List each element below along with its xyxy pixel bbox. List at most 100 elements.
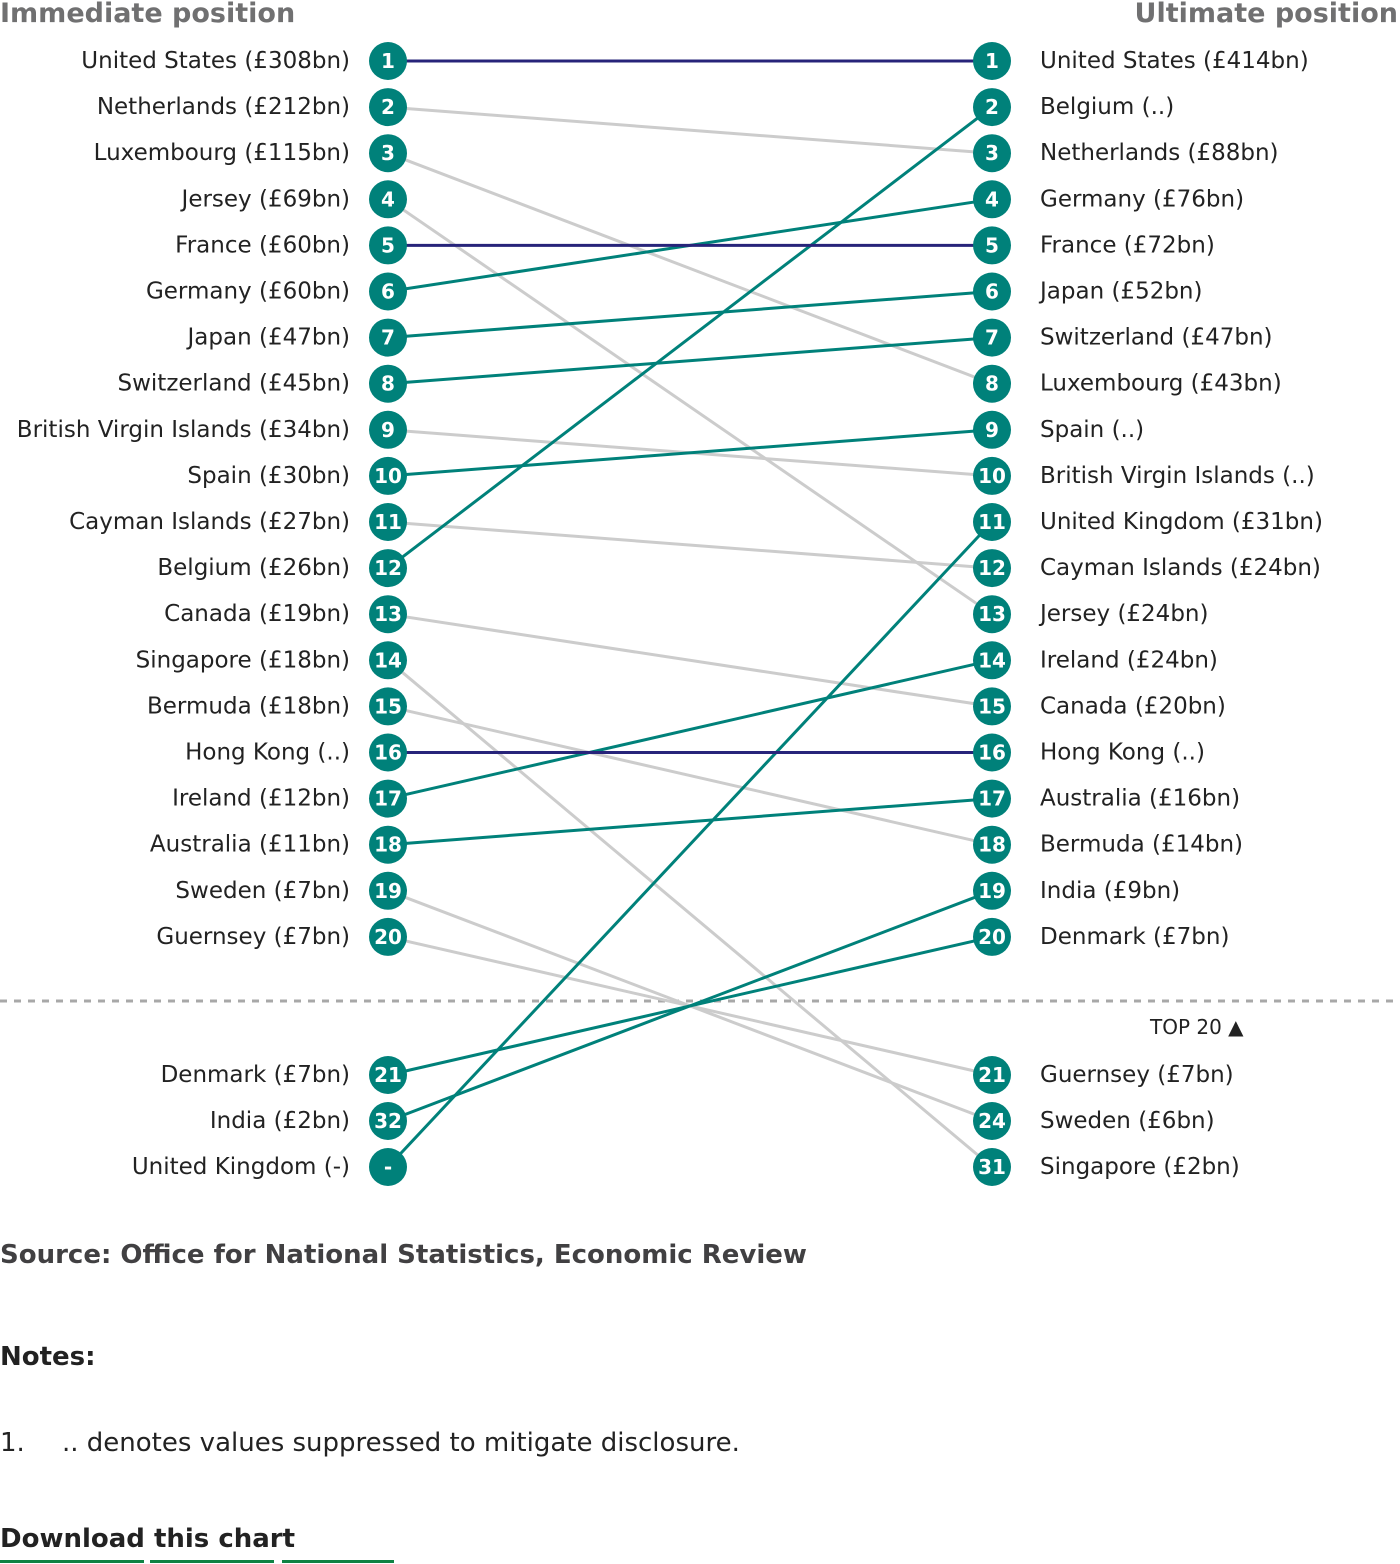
links-layer xyxy=(386,59,994,1169)
country-label: Australia (£11bn) xyxy=(150,832,350,858)
rank-number: 10 xyxy=(374,464,402,488)
country-label: Belgium (£26bn) xyxy=(157,555,350,581)
rank-number: 20 xyxy=(978,925,1006,949)
rank-marker xyxy=(973,318,1011,357)
rank-number: 6 xyxy=(381,280,395,304)
rank-marker xyxy=(973,226,1011,265)
rank-change-line xyxy=(387,198,993,616)
rank-number: 21 xyxy=(978,1063,1006,1087)
rank-marker xyxy=(369,88,407,127)
country-label: France (£60bn) xyxy=(175,232,350,258)
rank-marker xyxy=(973,779,1011,818)
rank-change-line xyxy=(387,520,993,570)
rank-marker xyxy=(369,917,407,956)
country-label: Spain (£30bn) xyxy=(187,463,350,489)
rank-marker xyxy=(973,1102,1011,1140)
rank-change-line xyxy=(387,151,993,386)
country-label: Germany (£60bn) xyxy=(146,279,350,305)
rank-number: 16 xyxy=(374,741,402,765)
rank-marker xyxy=(369,1056,407,1094)
country-label: Canada (£20bn) xyxy=(1040,693,1226,719)
country-label: Denmark (£7bn) xyxy=(161,1062,350,1088)
rank-number: 17 xyxy=(978,787,1006,811)
rank-number: 16 xyxy=(978,741,1006,765)
rank-number: 14 xyxy=(374,648,402,672)
rank-number: 5 xyxy=(985,233,999,257)
notes-title: Notes: xyxy=(0,1342,96,1372)
rank-number: 2 xyxy=(985,95,999,119)
rank-change-line xyxy=(387,105,993,570)
note-text: .. denotes values suppressed to mitigate… xyxy=(62,1428,740,1458)
rank-number: 7 xyxy=(985,326,999,350)
rank-number: 3 xyxy=(381,141,395,165)
download-underline xyxy=(0,1560,144,1563)
country-label: Netherlands (£212bn) xyxy=(97,94,350,120)
country-label: Belgium (..) xyxy=(1040,94,1174,120)
country-label: Sweden (£6bn) xyxy=(1040,1108,1215,1134)
rank-marker xyxy=(369,318,407,357)
rank-marker xyxy=(369,1102,407,1140)
country-label: Guernsey (£7bn) xyxy=(156,924,350,950)
rank-number: 3 xyxy=(985,141,999,165)
country-label: India (£9bn) xyxy=(1040,878,1180,904)
rank-change-line xyxy=(386,520,994,1169)
rank-number: 12 xyxy=(978,556,1006,580)
country-label: Cayman Islands (£24bn) xyxy=(1040,555,1321,581)
country-label: Australia (£16bn) xyxy=(1040,786,1240,812)
country-label: Bermuda (£18bn) xyxy=(147,693,350,719)
rank-change-line xyxy=(387,428,993,478)
rank-marker xyxy=(973,917,1011,956)
country-label: United States (£414bn) xyxy=(1040,48,1309,74)
country-label: Jersey (£69bn) xyxy=(180,186,350,212)
rank-number: 8 xyxy=(985,372,999,396)
rank-change-line xyxy=(387,704,993,847)
rank-marker xyxy=(369,733,407,772)
rank-number: 21 xyxy=(374,1063,402,1087)
download-underline xyxy=(282,1560,394,1563)
country-label: Cayman Islands (£27bn) xyxy=(69,509,350,535)
rank-marker xyxy=(369,871,407,910)
rank-number: 31 xyxy=(978,1155,1006,1179)
top-20-marker: TOP 20 ▲ xyxy=(1149,1015,1244,1039)
rank-change-line xyxy=(387,658,993,801)
country-label: United Kingdom (£31bn) xyxy=(1040,509,1323,535)
rank-marker xyxy=(973,595,1011,634)
rank-marker xyxy=(369,595,407,634)
right-axis-title: Ultimate position xyxy=(1135,0,1398,29)
country-label: United States (£308bn) xyxy=(81,48,350,74)
rank-change-line xyxy=(387,336,993,386)
rank-number: 15 xyxy=(978,694,1006,718)
rank-marker xyxy=(369,226,407,265)
download-chart-link[interactable]: Download this chart xyxy=(0,1524,296,1554)
rank-number: 20 xyxy=(374,925,402,949)
rank-marker xyxy=(369,42,407,80)
rank-marker xyxy=(369,456,407,495)
rank-number: 19 xyxy=(978,879,1006,903)
rank-marker xyxy=(369,364,407,403)
rank-number: 17 xyxy=(374,787,402,811)
rank-number: 2 xyxy=(381,95,395,119)
note-item: 1. .. denotes values suppressed to mitiga… xyxy=(0,1428,740,1458)
country-label: Sweden (£7bn) xyxy=(175,878,350,904)
country-label: Japan (£52bn) xyxy=(1038,279,1202,305)
slope-chart: Immediate position Ultimate position TOP… xyxy=(0,0,1400,1186)
country-label: Ireland (£24bn) xyxy=(1040,647,1218,673)
rank-change-line xyxy=(387,797,993,847)
country-label: Germany (£76bn) xyxy=(1040,186,1244,212)
rank-marker xyxy=(369,825,407,864)
country-label: Switzerland (£45bn) xyxy=(118,371,351,397)
rank-number: 10 xyxy=(978,464,1006,488)
country-label: Singapore (£2bn) xyxy=(1040,1154,1240,1180)
rank-number: 13 xyxy=(978,602,1006,626)
rank-number: 4 xyxy=(985,187,999,211)
country-label: British Virgin Islands (..) xyxy=(1040,463,1315,489)
country-label: Denmark (£7bn) xyxy=(1040,924,1229,950)
rank-number: 9 xyxy=(985,418,999,442)
rank-marker xyxy=(369,779,407,818)
country-label: Singapore (£18bn) xyxy=(136,647,350,673)
rank-marker xyxy=(973,88,1011,127)
rank-marker xyxy=(973,1056,1011,1094)
rank-number: 18 xyxy=(978,833,1006,857)
rank-marker xyxy=(369,1148,407,1186)
rank-number: 5 xyxy=(381,233,395,257)
